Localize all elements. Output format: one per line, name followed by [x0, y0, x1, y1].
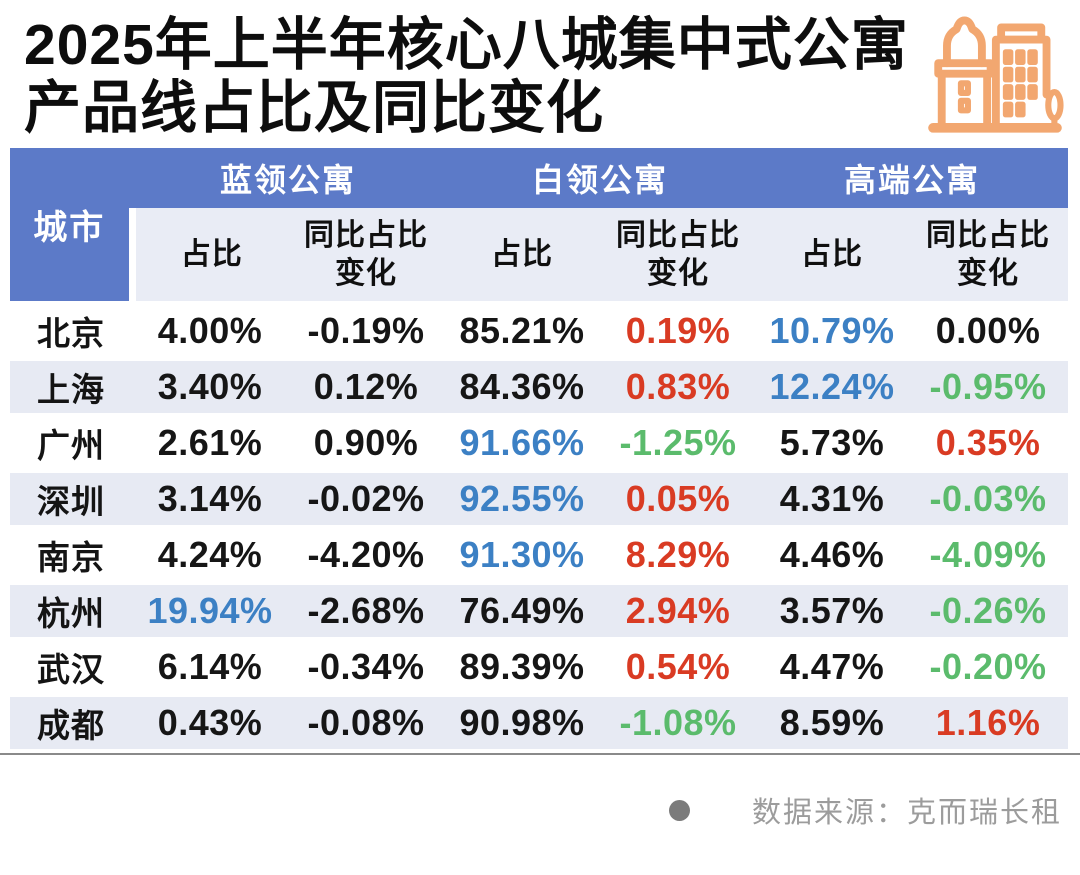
- table-row: 北京 4.00% -0.19% 85.21% 0.19% 10.79% 0.00…: [10, 301, 1069, 361]
- subheader-share: 占比: [444, 208, 601, 303]
- highend-share: 10.79%: [756, 301, 909, 361]
- subheader-yoy-change: 同比占比 变化: [600, 208, 757, 303]
- blue-collar-yoy: 0.90%: [288, 413, 445, 473]
- white-collar-yoy: 8.29%: [600, 525, 757, 585]
- highend-yoy: -4.09%: [908, 525, 1069, 585]
- white-collar-share: 76.49%: [444, 581, 601, 641]
- blue-collar-yoy: 0.12%: [288, 357, 445, 417]
- apartment-share-table: 城市 蓝领公寓 白领公寓 高端公寓 占比 同比占比 变化 占比 同比占比 变化 …: [10, 148, 1069, 753]
- city-name: 杭州: [10, 581, 132, 641]
- highend-yoy: 1.16%: [908, 693, 1069, 753]
- table-row: 武汉 6.14% -0.34% 89.39% 0.54% 4.47% -0.20…: [10, 637, 1069, 697]
- dot-icon: [668, 799, 690, 821]
- subheader-share: 占比: [756, 208, 909, 303]
- data-source: 数据来源：克而瑞长租: [751, 797, 1062, 829]
- subheader-yoy-change: 同比占比 变化: [288, 208, 445, 303]
- blue-collar-yoy: -4.20%: [288, 525, 445, 585]
- subheader-yoy-change: 同比占比 变化: [908, 208, 1069, 303]
- city-name: 武汉: [10, 637, 132, 697]
- blue-collar-share: 4.24%: [132, 525, 288, 585]
- highend-share: 4.31%: [756, 469, 909, 529]
- divider: [0, 753, 1080, 755]
- white-collar-yoy: 0.54%: [600, 637, 757, 697]
- white-collar-yoy: 0.05%: [600, 469, 757, 529]
- highend-share: 5.73%: [756, 413, 909, 473]
- white-collar-share: 85.21%: [444, 301, 601, 361]
- white-collar-yoy: 2.94%: [600, 581, 757, 641]
- highend-share: 4.46%: [756, 525, 909, 585]
- blue-collar-share: 3.40%: [132, 357, 288, 417]
- city-column-header: 城市: [10, 148, 132, 303]
- footer: 数据来源：克而瑞长租: [0, 789, 1080, 831]
- table-row: 南京 4.24% -4.20% 91.30% 8.29% 4.46% -4.09…: [10, 525, 1069, 585]
- white-collar-share: 91.30%: [444, 525, 601, 585]
- highend-yoy: -0.03%: [908, 469, 1069, 529]
- group-header-white-collar: 白领公寓: [444, 148, 757, 208]
- table-row: 广州 2.61% 0.90% 91.66% -1.25% 5.73% 0.35%: [10, 413, 1069, 473]
- highend-yoy: 0.35%: [908, 413, 1069, 473]
- highend-share: 4.47%: [756, 637, 909, 697]
- white-collar-share: 92.55%: [444, 469, 601, 529]
- table-row: 深圳 3.14% -0.02% 92.55% 0.05% 4.31% -0.03…: [10, 469, 1069, 529]
- blue-collar-yoy: -0.34%: [288, 637, 445, 697]
- group-header-highend: 高端公寓: [756, 148, 1069, 208]
- blue-collar-share: 2.61%: [132, 413, 288, 473]
- white-collar-yoy: -1.25%: [600, 413, 757, 473]
- page-title: 2025年上半年核心八城集中式公寓产品线占比及同比变化: [24, 13, 909, 140]
- blue-collar-share: 0.43%: [132, 693, 288, 753]
- highend-share: 12.24%: [756, 357, 909, 417]
- table-row: 上海 3.40% 0.12% 84.36% 0.83% 12.24% -0.95…: [10, 357, 1069, 417]
- highend-yoy: 0.00%: [908, 301, 1069, 361]
- white-collar-yoy: -1.08%: [600, 693, 757, 753]
- sub-header-row: 占比 同比占比 变化 占比 同比占比 变化 占比 同比占比 变化: [10, 208, 1069, 303]
- blue-collar-share: 6.14%: [132, 637, 288, 697]
- blue-collar-yoy: -0.19%: [288, 301, 445, 361]
- white-collar-yoy: 0.83%: [600, 357, 757, 417]
- highend-share: 8.59%: [756, 693, 909, 753]
- city-name: 南京: [10, 525, 132, 585]
- white-collar-share: 84.36%: [444, 357, 601, 417]
- highend-yoy: -0.20%: [908, 637, 1069, 697]
- group-header-row: 城市 蓝领公寓 白领公寓 高端公寓: [10, 148, 1069, 303]
- table-row: 杭州 19.94% -2.68% 76.49% 2.94% 3.57% -0.2…: [10, 581, 1069, 641]
- city-name: 广州: [10, 413, 132, 473]
- city-name: 深圳: [10, 469, 132, 529]
- group-header-blue-collar: 蓝领公寓: [132, 148, 445, 208]
- header: 2025年上半年核心八城集中式公寓产品线占比及同比变化: [0, 0, 1080, 148]
- blue-collar-share: 3.14%: [132, 469, 288, 529]
- city-name: 上海: [10, 357, 132, 417]
- white-collar-share: 90.98%: [444, 693, 601, 753]
- city-name: 成都: [10, 693, 132, 753]
- subheader-share: 占比: [128, 208, 288, 303]
- highend-yoy: -0.26%: [908, 581, 1069, 641]
- blue-collar-yoy: -0.02%: [288, 469, 445, 529]
- city-name: 北京: [10, 301, 132, 361]
- blue-collar-share: 4.00%: [132, 301, 288, 361]
- blue-collar-yoy: -0.08%: [288, 693, 445, 753]
- blue-collar-yoy: -2.68%: [288, 581, 445, 641]
- blue-collar-share: 19.94%: [132, 581, 288, 641]
- white-collar-share: 91.66%: [444, 413, 601, 473]
- highend-share: 3.57%: [756, 581, 909, 641]
- table-row: 成都 0.43% -0.08% 90.98% -1.08% 8.59% 1.16…: [10, 693, 1069, 753]
- white-collar-yoy: 0.19%: [600, 301, 757, 361]
- buildings-icon: [928, 16, 1064, 133]
- white-collar-share: 89.39%: [444, 637, 601, 697]
- highend-yoy: -0.95%: [908, 357, 1069, 417]
